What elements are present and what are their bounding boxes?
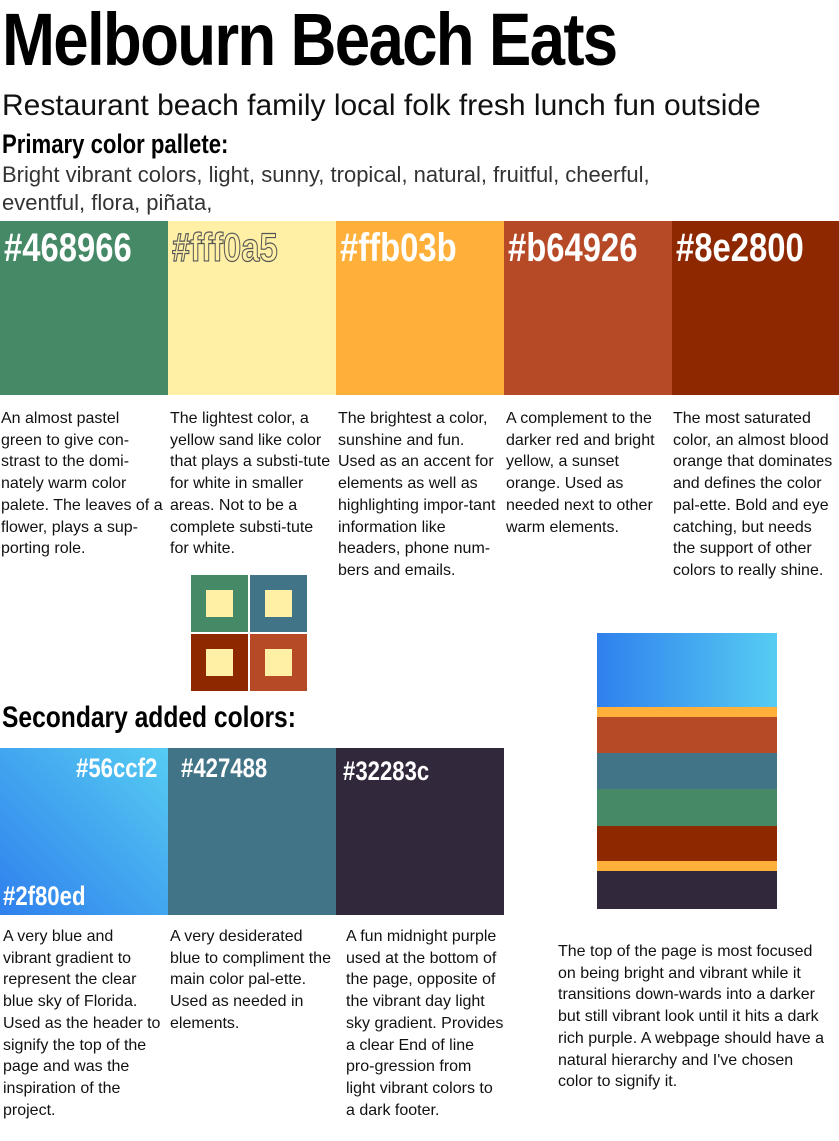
- mosaic-cell-orange: [250, 634, 307, 691]
- stripe-yellow-2: [597, 861, 777, 871]
- swatch-red: #8e2800: [672, 221, 839, 395]
- swatch-red-hex: #8e2800: [676, 226, 804, 270]
- swatch-yellow: #ffb03b: [336, 221, 504, 395]
- swatch-yellow-description: The brightest a color, sunshine and fun.…: [338, 410, 496, 579]
- swatch-purple-description: A fun midnight purple used at the bottom…: [346, 928, 504, 1119]
- stripe-yellow: [597, 707, 777, 717]
- primary-heading: Primary color pallete:: [2, 129, 229, 159]
- stripe-green: [597, 789, 777, 826]
- swatch-sand-description: The lightest color, a yellow sand like c…: [170, 410, 331, 558]
- swatch-sand: #fff0a5: [168, 221, 336, 395]
- stripe-purple: [597, 871, 777, 909]
- primary-keywords: Bright vibrant colors, light, sunny, tro…: [2, 162, 650, 215]
- swatch-green-hex: #468966: [4, 226, 132, 270]
- color-mosaic: [191, 575, 308, 692]
- mosaic-cell-red: [191, 634, 248, 691]
- secondary-heading: Secondary added colors:: [2, 701, 296, 734]
- stripe-red: [597, 826, 777, 861]
- swatch-orange-description: A complement to the darker red and brigh…: [506, 410, 655, 536]
- swatch-orange: #b64926: [504, 221, 672, 395]
- stripe-slate: [597, 753, 777, 789]
- stripe-sky: [597, 633, 777, 707]
- mosaic-cell-blue: [250, 575, 307, 632]
- hierarchy-description: The top of the page is most focused on b…: [558, 943, 824, 1091]
- swatch-sky-gradient: #56ccf2 #2f80ed: [0, 748, 168, 915]
- stripe-orange: [597, 717, 777, 753]
- swatch-red-description: The most saturated color, an almost bloo…: [673, 410, 833, 579]
- swatch-sky-description: A very blue and vibrant gradient to repr…: [3, 928, 161, 1119]
- swatch-orange-hex: #b64926: [508, 226, 638, 270]
- page-title: Melbourn Beach Eats: [2, 0, 618, 81]
- swatch-slate-hex: #427488: [181, 753, 268, 783]
- swatch-slate: #427488: [168, 748, 336, 915]
- swatch-sky-hex-bottom: #2f80ed: [3, 881, 86, 911]
- swatch-slate-description: A very desiderated blue to compliment th…: [170, 928, 331, 1032]
- swatch-yellow-hex: #ffb03b: [340, 226, 457, 270]
- swatch-green: #468966: [0, 221, 168, 395]
- swatch-purple: #32283c: [336, 748, 504, 915]
- swatch-sand-hex: #fff0a5: [172, 225, 279, 270]
- swatch-green-description: An almost pastel green to give con-stras…: [1, 410, 163, 558]
- mosaic-cell-green: [191, 575, 248, 632]
- mosaic-square: [265, 590, 292, 617]
- swatch-purple-hex: #32283c: [343, 756, 430, 786]
- mosaic-square: [206, 649, 233, 676]
- mosaic-square: [265, 649, 292, 676]
- hierarchy-stack: [597, 633, 777, 909]
- swatch-sky-hex-top: #56ccf2: [76, 753, 158, 783]
- mosaic-square: [206, 590, 233, 617]
- page-subtitle: Restaurant beach family local folk fresh…: [2, 89, 761, 122]
